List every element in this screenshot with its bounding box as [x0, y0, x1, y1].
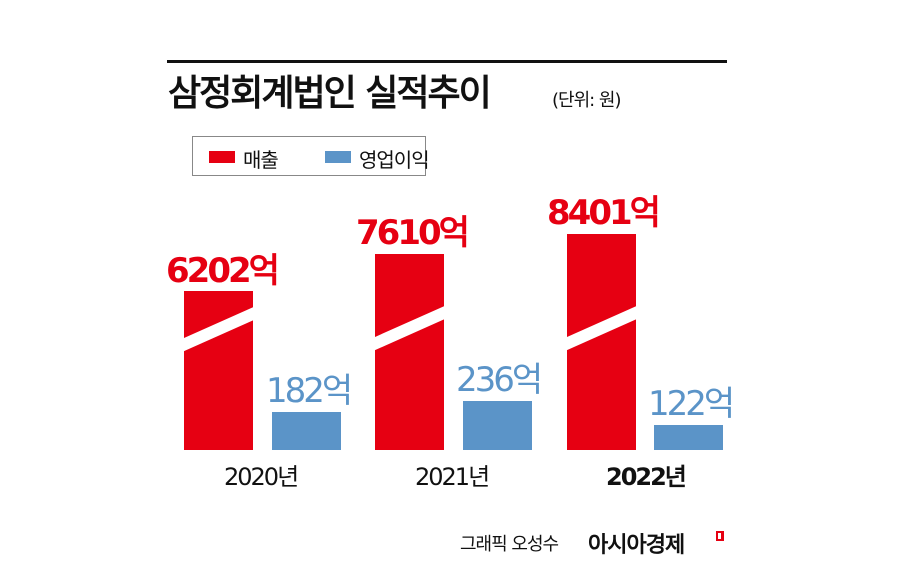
profit-bar-2022 [654, 425, 723, 450]
revenue-value-2022: 8401억 [547, 193, 661, 233]
year-label-2020: 2020년 [224, 463, 299, 491]
profit-value-2021: 236억 [456, 360, 543, 400]
profit-value-2020: 182억 [266, 371, 353, 411]
revenue-value-2021: 7610억 [356, 213, 470, 253]
legend-swatch-profit [325, 151, 351, 163]
revenue-value-2020: 6202억 [166, 251, 280, 291]
graphic-credit: 그래픽 오성수 [460, 534, 559, 555]
unit-label: (단위: 원) [552, 90, 622, 111]
profit-bar-2021 [463, 401, 532, 450]
brand-mark-icon [716, 531, 724, 541]
publisher-logo: 아시아경제 [588, 533, 685, 558]
legend-label-profit: 영업이익 [359, 148, 430, 172]
year-label-2021: 2021년 [415, 463, 490, 491]
legend-swatch-revenue [209, 151, 235, 163]
legend-label-revenue: 매출 [243, 148, 279, 172]
year-label-2022: 2022년 [606, 463, 687, 491]
legend: 매출 영업이익 [192, 136, 430, 176]
profit-value-2022: 122억 [648, 384, 735, 424]
chart-title: 삼정회계법인 실적추이 [168, 73, 492, 114]
revenue-bar-2020 [184, 291, 253, 450]
revenue-bar-2022 [567, 234, 636, 450]
profit-bar-2020 [272, 412, 341, 450]
title-rule [167, 60, 727, 63]
revenue-bar-2021 [375, 254, 444, 450]
